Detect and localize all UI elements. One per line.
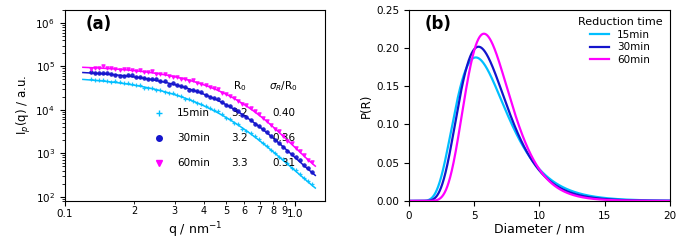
Y-axis label: I$_p$(q) / a.u.: I$_p$(q) / a.u. xyxy=(14,75,33,135)
Text: 0.40: 0.40 xyxy=(272,108,295,118)
Text: (a): (a) xyxy=(86,15,112,33)
Text: 3.2: 3.2 xyxy=(231,133,248,143)
Text: $\sigma_R$/R$_0$: $\sigma_R$/R$_0$ xyxy=(269,79,298,93)
Text: 0.36: 0.36 xyxy=(272,133,295,143)
Text: 3.3: 3.3 xyxy=(231,158,248,168)
Text: R$_0$: R$_0$ xyxy=(233,79,246,93)
Text: 3.2: 3.2 xyxy=(231,108,248,118)
X-axis label: q / nm$^{-1}$: q / nm$^{-1}$ xyxy=(168,220,222,240)
Text: 15min: 15min xyxy=(177,108,209,118)
Text: (b): (b) xyxy=(424,15,452,33)
X-axis label: Diameter / nm: Diameter / nm xyxy=(494,222,585,235)
Text: 30min: 30min xyxy=(177,133,209,143)
Text: 0.31: 0.31 xyxy=(272,158,295,168)
Text: 60min: 60min xyxy=(177,158,209,168)
Legend: 15min, 30min, 60min: 15min, 30min, 60min xyxy=(574,13,666,69)
Y-axis label: P(R): P(R) xyxy=(360,93,373,118)
